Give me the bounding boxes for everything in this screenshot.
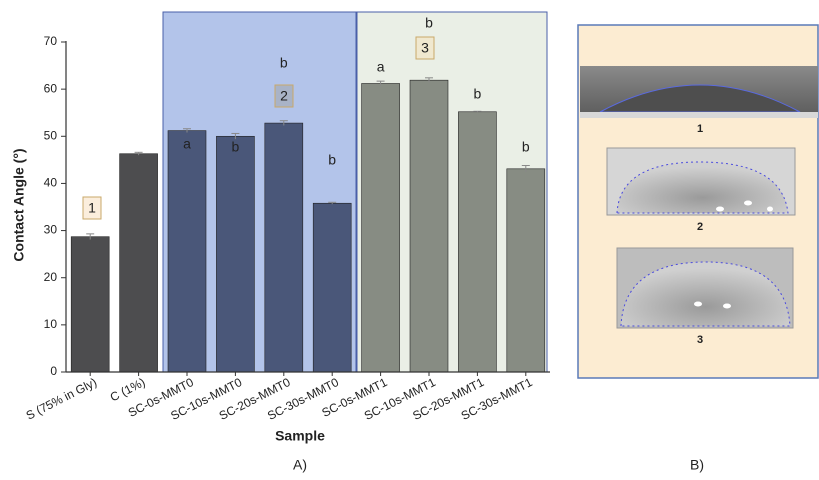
bar (507, 169, 545, 372)
x-axis-title: Sample (275, 428, 325, 444)
caption-b: B) (690, 457, 704, 473)
group-label: 1 (88, 200, 96, 216)
significance-letter: b (522, 139, 530, 155)
significance-letter: a (183, 136, 191, 152)
significance-letter: b (425, 15, 433, 31)
group-label: 3 (421, 40, 429, 56)
bar (410, 80, 448, 372)
droplet-image-2 (607, 148, 795, 215)
y-tick-label: 20 (44, 270, 58, 284)
y-tick-label: 40 (44, 176, 58, 190)
y-tick-label: 10 (44, 317, 58, 331)
significance-letter: b (280, 55, 288, 71)
bar (458, 112, 496, 372)
image-label: 2 (697, 221, 703, 233)
bar (168, 131, 206, 372)
image-label: 3 (697, 334, 703, 346)
significance-letter: a (377, 59, 385, 75)
group-label: 2 (280, 88, 288, 104)
bar (265, 123, 303, 372)
y-axis-title: Contact Angle (°) (11, 148, 27, 261)
y-tick-label: 70 (44, 34, 58, 48)
bar (313, 203, 351, 372)
significance-letter: b (474, 86, 482, 102)
figure: Contact Angle (°) Sample A) 1 2 3 B) 0 10… (0, 0, 819, 480)
bar (216, 136, 254, 372)
bar (362, 83, 400, 372)
significance-letter: b (232, 139, 240, 155)
image-label: 1 (697, 123, 703, 135)
y-tick-label: 30 (44, 223, 58, 237)
significance-letter: b (328, 152, 336, 168)
droplet-image-3 (617, 248, 793, 328)
y-tick-label: 50 (44, 128, 58, 142)
bar (71, 237, 109, 372)
x-tick-label: S (75% in Gly) (24, 375, 99, 423)
bar (120, 154, 158, 372)
droplet-image-1 (580, 66, 818, 118)
y-tick-label: 60 (44, 81, 58, 95)
caption-a: A) (293, 457, 307, 473)
y-tick-label: 0 (50, 364, 57, 378)
